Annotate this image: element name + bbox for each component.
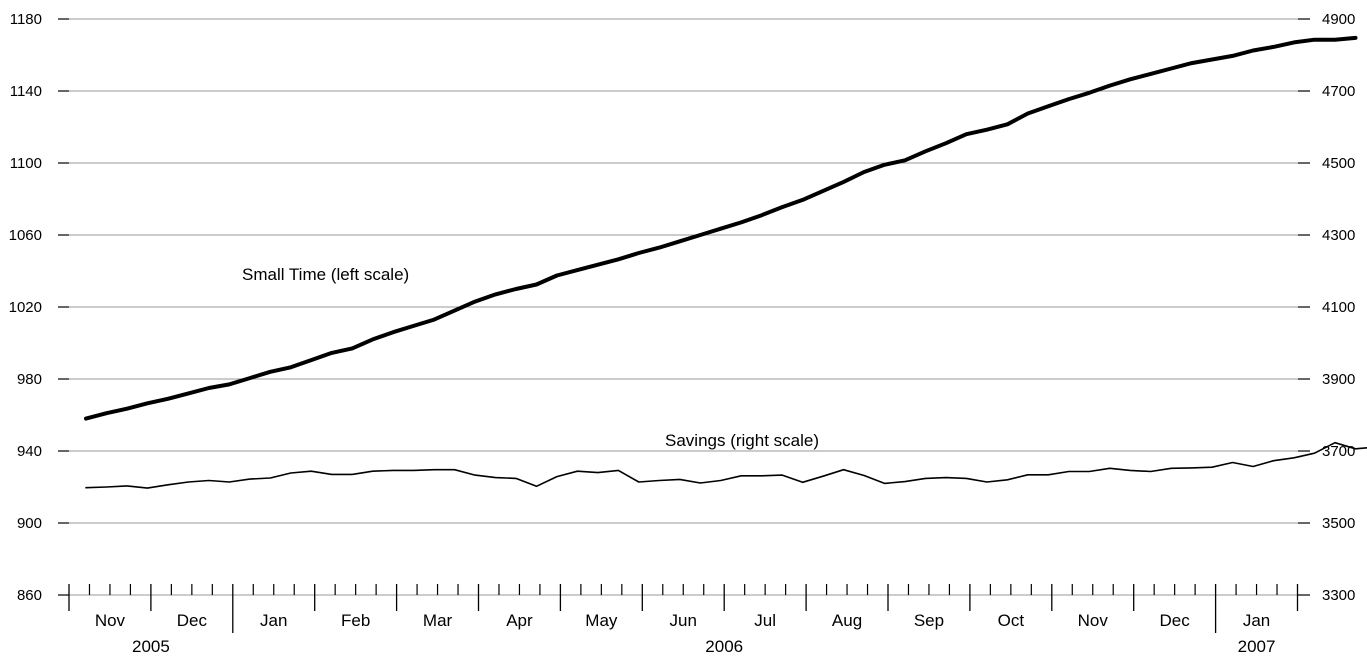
month-label: Oct [998,611,1025,630]
month-label: Apr [506,611,533,630]
right-tick-label: 3900 [1322,371,1355,388]
month-label: Dec [177,611,208,630]
month-label: Nov [1078,611,1109,630]
left-tick-label: 1060 [9,227,42,244]
year-label: 2005 [132,637,170,656]
month-label: Jan [260,611,287,630]
month-label: Nov [95,611,126,630]
year-label: 2006 [705,637,743,656]
axes: 860 900 940 980 1020 1060 1100 1140 1180 3300 3500… [9,11,1356,656]
left-tick-label: 1180 [10,11,42,28]
month-label: Mar [423,611,453,630]
right-tick-label: 3700 [1322,443,1355,460]
month-label: Jul [754,611,776,630]
month-label: Jun [670,611,697,630]
series-line-savings [85,441,1367,489]
month-label: Feb [341,611,370,630]
left-tick-label: 1100 [10,155,42,172]
left-tick-label: 860 [17,587,42,604]
left-tick-label: 900 [17,515,42,532]
series-line-small-time [84,35,1358,421]
month-label: Dec [1160,611,1191,630]
right-tick-label: 3300 [1322,587,1355,604]
right-tick-label: 3500 [1322,515,1355,532]
series-labels: Small Time (left scale) Savings (right s… [242,265,819,450]
right-tick-label: 4100 [1322,299,1355,316]
series-label-small-time: Small Time (left scale) [242,265,409,284]
left-tick-label: 1140 [10,83,42,100]
right-tick-label: 4500 [1322,155,1355,172]
series-lines [84,35,1367,489]
right-tick-label: 4700 [1322,83,1355,100]
month-label: Aug [832,611,862,630]
month-label: Jan [1243,611,1270,630]
month-label: May [585,611,618,630]
series-label-savings: Savings (right scale) [665,431,819,450]
grid-lines [69,18,1298,596]
year-label: 2007 [1238,637,1276,656]
left-tick-label: 940 [17,443,42,460]
left-tick-label: 980 [17,371,42,388]
right-tick-label: 4900 [1322,11,1355,28]
right-tick-label: 4300 [1322,227,1355,244]
month-label: Sep [914,611,944,630]
left-tick-label: 1020 [9,299,42,316]
